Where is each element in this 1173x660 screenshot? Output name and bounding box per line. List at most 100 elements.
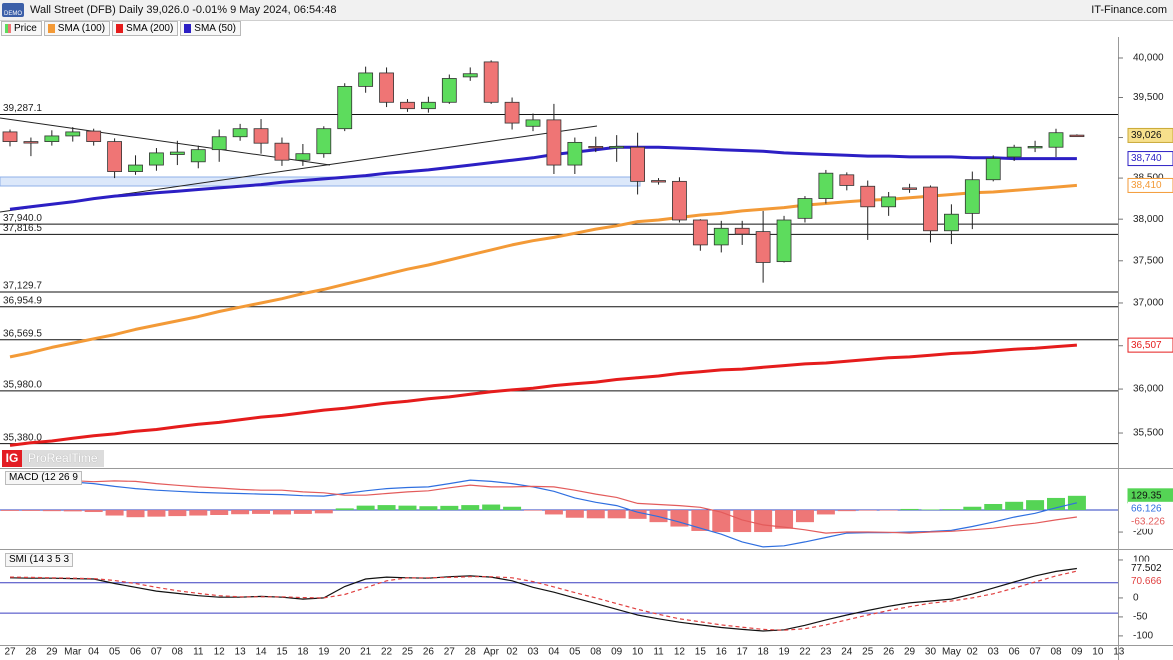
histogram-bar xyxy=(691,510,710,531)
y-tick-label: 0 xyxy=(1133,593,1139,604)
x-tick-label: 21 xyxy=(360,647,372,658)
value-label: -63.226 xyxy=(1131,516,1165,527)
y-tick-label: -200 xyxy=(1133,527,1153,538)
panel-label[interactable]: SMI (14 3 5 3 xyxy=(5,553,74,567)
histogram-bar xyxy=(503,506,522,511)
legend-item[interactable]: SMA (200) xyxy=(112,21,179,36)
histogram-bar xyxy=(272,510,291,515)
x-tick-label: 09 xyxy=(611,647,623,658)
candle-body xyxy=(420,101,436,110)
legend-swatch xyxy=(8,24,11,33)
legend-item[interactable]: Price xyxy=(1,21,42,36)
level-label: 37,129.7 xyxy=(3,281,42,292)
histogram-bar xyxy=(816,510,835,515)
candle-body xyxy=(1027,146,1043,149)
x-tick-label: 27 xyxy=(4,647,16,658)
x-tick-label: 10 xyxy=(632,647,644,658)
legend-item[interactable]: SMA (50) xyxy=(180,21,241,36)
x-tick-label: 07 xyxy=(151,647,163,658)
legend-item[interactable]: SMA (100) xyxy=(43,21,111,36)
candle-body xyxy=(672,180,687,221)
histogram-bar xyxy=(482,504,501,511)
candle-body xyxy=(567,141,583,166)
value-label-box xyxy=(1127,177,1173,193)
x-tick-label: 04 xyxy=(548,647,560,658)
x-tick-label: 23 xyxy=(820,647,832,658)
y-tick-label: 35,500 xyxy=(1133,428,1164,439)
level-label: 39,287.1 xyxy=(3,103,42,114)
candle-body xyxy=(985,158,1001,181)
x-tick-label: 04 xyxy=(88,647,100,658)
candle-body xyxy=(274,142,290,161)
sma-line xyxy=(9,343,1078,447)
candle-body xyxy=(881,196,897,208)
value-label-box xyxy=(1127,337,1173,353)
x-tick-label: 24 xyxy=(841,647,853,658)
histogram-bar xyxy=(461,505,480,511)
candle-body xyxy=(1006,146,1022,158)
histogram-bar xyxy=(544,510,563,515)
value-label: 38,410 xyxy=(1131,180,1162,191)
candle-body xyxy=(107,141,122,172)
x-tick-label: 03 xyxy=(988,647,1000,658)
legend-swatch xyxy=(184,24,192,33)
x-tick-label: Apr xyxy=(483,647,499,658)
histogram-bar xyxy=(733,510,752,533)
x-tick-label: 02 xyxy=(967,647,979,658)
y-tick-label: 36,000 xyxy=(1133,384,1164,395)
value-label-box xyxy=(1127,151,1173,167)
x-tick-label: 15 xyxy=(695,647,707,658)
x-tick-label: 06 xyxy=(130,647,142,658)
candle-body xyxy=(149,152,164,166)
x-tick-label: 13 xyxy=(1113,647,1125,658)
histogram-bar xyxy=(1,510,19,511)
x-tick-label: 19 xyxy=(778,647,790,658)
x-tick-label: 13 xyxy=(235,647,247,658)
histogram-bar xyxy=(858,510,877,511)
x-tick-label: May xyxy=(942,647,961,658)
candle-body xyxy=(441,78,457,103)
value-label: 36,507 xyxy=(1131,340,1162,351)
value-label: 39,026 xyxy=(1131,130,1162,141)
x-tick-label: 02 xyxy=(507,647,519,658)
x-tick-label: 18 xyxy=(297,647,309,658)
candle-body xyxy=(797,198,813,219)
y-tick-label: -50 xyxy=(1133,612,1148,623)
x-tick-label: 22 xyxy=(381,647,393,658)
x-tick-label: 12 xyxy=(674,647,686,658)
level-label: 36,954.9 xyxy=(3,295,42,306)
histogram-bar xyxy=(126,510,145,518)
x-tick-label: 27 xyxy=(444,647,456,658)
x-tick-label: 03 xyxy=(527,647,539,658)
x-tick-label: 25 xyxy=(402,647,414,658)
histogram-bar xyxy=(63,510,82,512)
candle-body xyxy=(525,119,541,127)
x-tick-label: 11 xyxy=(193,647,204,658)
legend-label: SMA (100) xyxy=(57,22,106,34)
chart-title: Wall Street (DFB) Daily 39,026.0 -0.01% … xyxy=(30,4,337,16)
x-tick-label: 11 xyxy=(653,647,664,658)
histogram-bar xyxy=(210,510,229,515)
panel-label[interactable]: MACD (12 26 9 xyxy=(5,471,82,485)
y-tick-label: 40,000 xyxy=(1133,53,1164,64)
candle-body xyxy=(462,73,478,78)
y-tick-label: 39,500 xyxy=(1133,92,1164,103)
candle-body xyxy=(190,149,206,163)
candle-body xyxy=(2,131,18,142)
x-tick-label: 29 xyxy=(904,647,916,658)
histogram-bar xyxy=(168,510,187,517)
candle-body xyxy=(546,119,562,166)
legend-label: SMA (200) xyxy=(126,22,174,34)
legend: Price SMA (100) SMA (200) SMA (50) xyxy=(1,21,241,36)
candle-body xyxy=(316,128,332,155)
x-tick-label: 05 xyxy=(109,647,121,658)
x-tick-label: 07 xyxy=(1030,647,1042,658)
demo-badge: DEMO xyxy=(2,3,24,17)
histogram-bar xyxy=(524,510,542,511)
value-label-box xyxy=(1128,561,1173,576)
legend-label: SMA (50) xyxy=(194,22,236,34)
level-label: 36,569.5 xyxy=(3,328,42,339)
candle-body xyxy=(379,72,394,103)
candle-body xyxy=(755,231,771,263)
